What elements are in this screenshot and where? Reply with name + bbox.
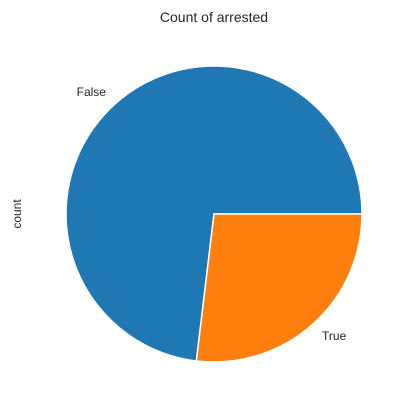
pie-slice-true <box>195 213 363 363</box>
pie-label-true: True <box>322 329 347 343</box>
pie-slices <box>65 65 363 363</box>
chart-title: Count of arrested <box>160 9 268 25</box>
pie-label-false: False <box>77 85 107 99</box>
pie-labels: False True <box>77 85 347 343</box>
y-axis-label: count <box>10 199 24 229</box>
